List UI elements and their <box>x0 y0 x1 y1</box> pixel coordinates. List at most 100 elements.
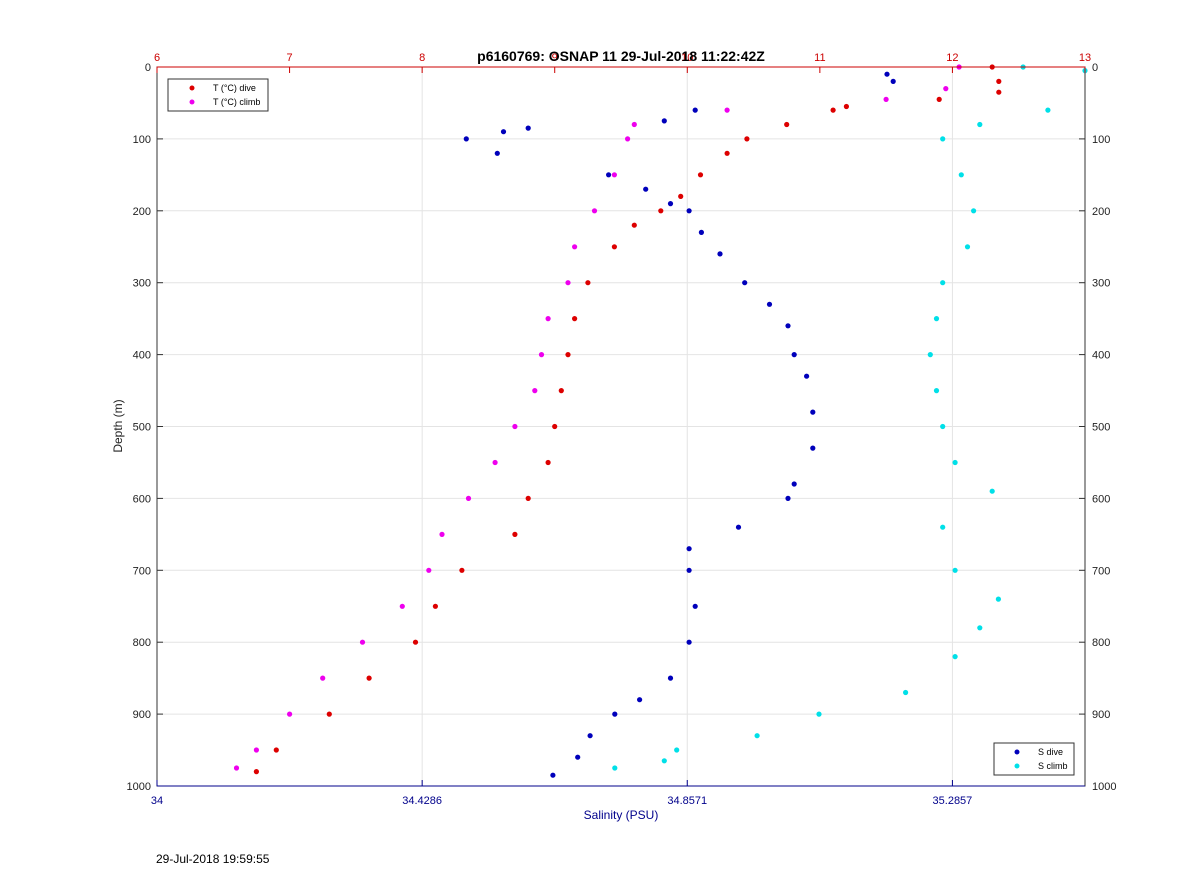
data-point <box>686 567 692 573</box>
data-point <box>958 172 964 178</box>
data-point <box>550 772 556 778</box>
legend-label-t-climb: T (°C) climb <box>213 97 260 107</box>
data-point <box>724 150 730 156</box>
data-point <box>804 373 810 379</box>
data-point <box>587 733 593 739</box>
legend-marker-t-dive <box>189 85 195 91</box>
data-point <box>512 423 518 430</box>
data-point <box>643 186 649 192</box>
data-point <box>399 603 405 609</box>
data-point <box>287 711 293 717</box>
y-tick-label-right: 600 <box>1092 493 1110 505</box>
series-s-dive <box>463 71 896 778</box>
data-point <box>667 675 674 681</box>
data-point <box>359 639 366 645</box>
legend-temperature-box <box>167 78 269 112</box>
data-point <box>785 495 791 501</box>
y-tick-label-right: 0 <box>1092 62 1098 74</box>
data-point <box>545 459 551 466</box>
y-axis-left-ticks: 0 100 200 300 400 500 600 700 800 900 1000 <box>127 62 163 793</box>
data-point <box>791 481 797 487</box>
data-point <box>952 459 958 466</box>
data-point <box>940 136 946 142</box>
data-point <box>964 244 971 250</box>
data-point <box>412 639 419 645</box>
data-point <box>903 689 909 696</box>
temperature-tick-label: 9 <box>552 52 558 64</box>
series-s-climb <box>612 64 1088 771</box>
data-point <box>686 546 692 552</box>
temperature-tick-label: 6 <box>154 52 160 64</box>
data-point <box>989 488 995 494</box>
temperature-tick-label: 10 <box>681 52 693 64</box>
y-tick-label-right: 900 <box>1092 709 1110 721</box>
data-point <box>936 96 942 102</box>
legend-salinity: S dive S climb <box>993 742 1075 776</box>
data-point <box>625 136 631 142</box>
data-point <box>552 423 558 430</box>
series-layer <box>233 64 1088 778</box>
data-point <box>816 711 822 717</box>
data-point <box>933 316 940 322</box>
y-tick-label-right: 800 <box>1092 637 1110 649</box>
legend-temperature: T (°C) dive T (°C) climb <box>167 78 269 112</box>
data-point <box>933 388 940 394</box>
data-point <box>843 103 850 110</box>
data-point <box>326 711 332 717</box>
data-point <box>996 89 1002 95</box>
data-point <box>744 136 750 142</box>
y-tick-label: 1000 <box>127 781 151 793</box>
data-point <box>631 121 637 128</box>
data-point <box>432 603 438 609</box>
data-point <box>233 765 240 771</box>
y-tick-label-right: 700 <box>1092 565 1110 577</box>
data-point <box>253 769 259 775</box>
data-point <box>667 201 674 207</box>
y-tick-label: 800 <box>133 637 151 649</box>
temperature-axis-top: 6 7 8 9 10 11 12 13 <box>154 52 1091 73</box>
data-point <box>463 136 469 142</box>
legend-label-s-climb: S climb <box>1038 761 1068 771</box>
y-tick-label-right: 100 <box>1092 134 1110 146</box>
data-point <box>611 172 618 178</box>
data-point <box>545 316 551 322</box>
data-point <box>253 747 259 753</box>
data-point <box>575 754 581 760</box>
y-tick-label: 0 <box>145 62 151 74</box>
salinity-axis-bottom: 34 34.4286 34.8571 35.2857 <box>151 780 1085 807</box>
data-point <box>883 96 889 102</box>
data-point <box>612 711 618 717</box>
data-point <box>927 352 933 358</box>
salinity-tick-label: 34.8571 <box>667 795 707 807</box>
legend-salinity-box <box>993 742 1075 776</box>
data-point <box>735 524 742 530</box>
salinity-tick-label: 34.4286 <box>402 795 442 807</box>
data-point <box>661 758 667 764</box>
data-point <box>558 388 564 394</box>
temperature-tick-label: 8 <box>419 52 425 64</box>
y-tick-label-right: 500 <box>1092 422 1110 434</box>
data-point <box>977 121 983 128</box>
data-point <box>612 765 618 771</box>
data-point <box>830 107 836 113</box>
data-point <box>717 251 723 257</box>
legend-marker-t-climb <box>189 99 195 105</box>
grid-lines <box>156 66 1085 787</box>
y-tick-label: 300 <box>133 278 151 290</box>
y-tick-label-right: 400 <box>1092 350 1110 362</box>
data-point <box>995 596 1002 602</box>
y-axis-right-ticks: 0 100 200 300 400 500 600 700 800 900 1000 <box>1079 62 1116 793</box>
legend-label-s-dive: S dive <box>1038 747 1063 757</box>
data-point <box>591 208 598 214</box>
y-tick-label: 900 <box>133 709 151 721</box>
data-point <box>754 733 760 739</box>
data-point <box>785 323 791 329</box>
data-point <box>572 244 578 250</box>
y-axis-label: Depth (m) <box>111 399 125 452</box>
legend-marker-s-climb <box>1014 763 1020 769</box>
y-tick-label: 600 <box>133 493 151 505</box>
data-point <box>686 208 692 214</box>
data-point <box>1045 107 1051 113</box>
series-t-c-dive <box>253 64 1002 775</box>
y-tick-label: 700 <box>133 565 151 577</box>
